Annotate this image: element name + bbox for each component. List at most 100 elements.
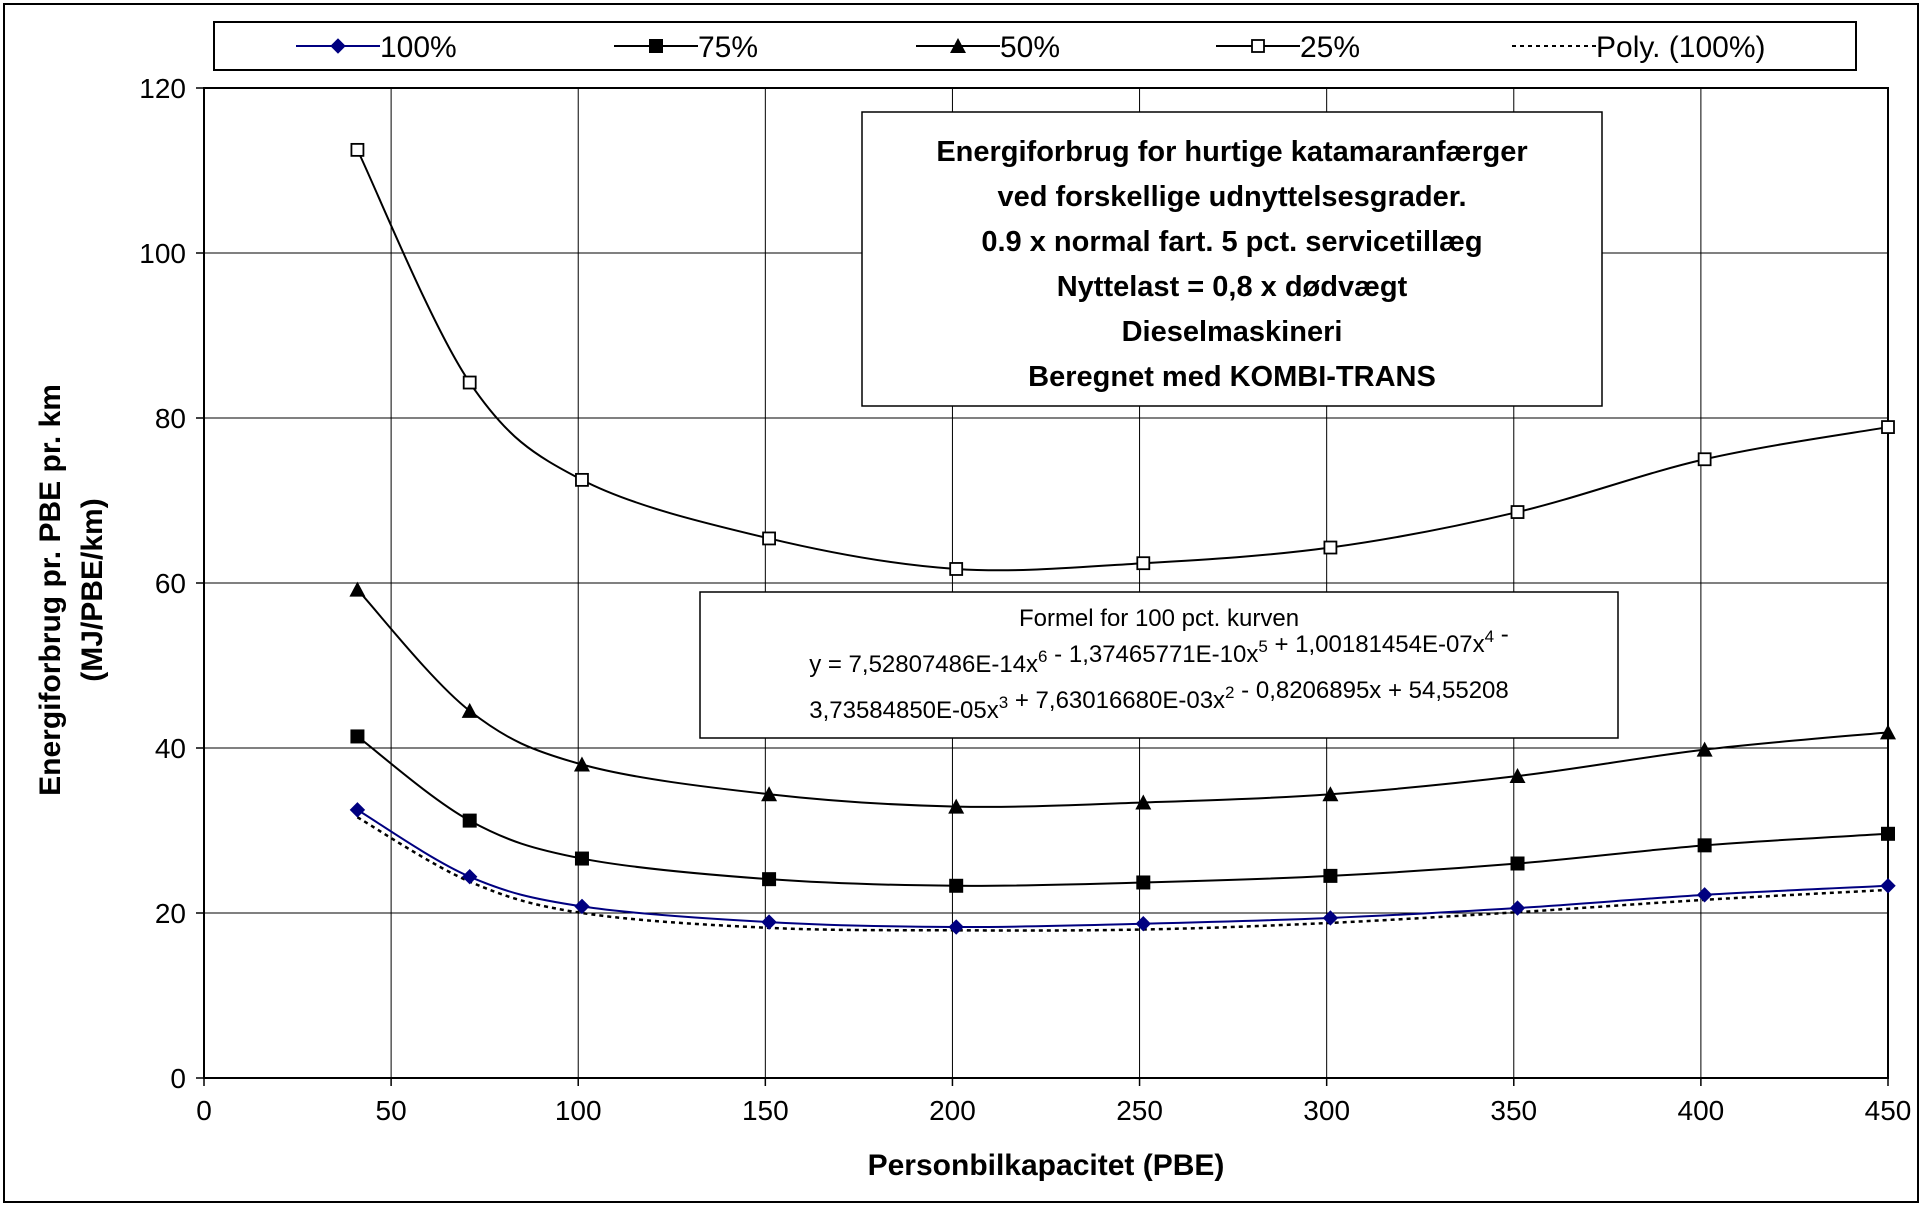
data-point-marker — [1136, 556, 1151, 571]
data-point-marker — [762, 872, 777, 887]
legend-label: 100% — [380, 31, 457, 64]
data-point-marker — [761, 914, 777, 930]
data-point-marker — [1880, 878, 1896, 894]
title-line-3: 0.9 x normal fart. 5 pct. servicetillæg — [981, 226, 1482, 258]
data-point-marker — [1322, 910, 1339, 926]
y-axis-title-line-1: Energiforbrug pr. PBE pr. km — [34, 384, 67, 796]
y-axis-title-line-2: (MJ/PBE/km) — [76, 498, 109, 681]
data-point-marker — [574, 851, 589, 866]
formula-line-2: 3,73584850E-05x3 + 7,63016680E-03x2 - 0,… — [809, 677, 1509, 724]
legend-item: 75% — [614, 31, 758, 64]
series-line — [356, 735, 1889, 887]
legend-label: Poly. (100%) — [1596, 31, 1766, 64]
x-tick-label: 200 — [929, 1095, 976, 1126]
x-tick-label: 0 — [196, 1095, 212, 1126]
title-line-4: Nyttelast = 0,8 x dødvægt — [1057, 271, 1408, 303]
data-point-marker — [1135, 794, 1152, 810]
series-50- — [349, 581, 1896, 814]
title-box: Energiforbrug for hurtige katamaranfærge… — [861, 111, 1603, 407]
x-tick-label: 450 — [1865, 1095, 1912, 1126]
data-point-marker — [948, 798, 965, 814]
data-point-marker — [1322, 786, 1339, 802]
data-point-marker — [1510, 505, 1525, 519]
data-point-marker — [1881, 420, 1895, 434]
data-point-marker — [349, 581, 366, 597]
data-point-marker — [762, 531, 776, 546]
series-75- — [350, 729, 1895, 893]
data-point-marker — [1880, 724, 1896, 740]
series-layer — [349, 142, 1896, 935]
series-poly-100- — [356, 816, 1889, 932]
data-point-marker — [949, 878, 964, 893]
data-point-marker — [574, 898, 590, 915]
x-tick-label: 150 — [742, 1095, 789, 1126]
y-tick-label: 60 — [155, 568, 186, 599]
data-point-marker — [1881, 826, 1895, 841]
data-point-marker — [1509, 768, 1526, 784]
data-point-marker — [349, 802, 366, 818]
data-point-marker — [1323, 868, 1338, 883]
formula-box: Formel for 100 pct. kurven y = 7,5280748… — [699, 591, 1619, 739]
x-axis-ticks: 0 50 100 150 200 250 300 350 400 450 — [196, 1078, 1911, 1126]
legend-swatch-marker — [950, 38, 966, 53]
series-line — [356, 588, 1889, 808]
legend-items: 100% 75% 50% 25% Poly. (100%) — [296, 31, 1766, 64]
x-tick-label: 350 — [1490, 1095, 1537, 1126]
x-tick-label: 400 — [1678, 1095, 1725, 1126]
title-line-5: Dieselmaskineri — [1122, 316, 1343, 348]
x-tick-label: 100 — [555, 1095, 602, 1126]
series-100- — [349, 802, 1896, 935]
data-point-marker — [1697, 452, 1712, 467]
y-tick-label: 100 — [139, 238, 186, 269]
formula-box-border — [699, 591, 1619, 739]
data-point-marker — [948, 919, 964, 935]
legend-label: 75% — [698, 31, 758, 64]
data-point-marker — [461, 702, 478, 718]
x-tick-label: 50 — [376, 1095, 407, 1126]
data-point-marker — [1510, 856, 1525, 871]
data-point-marker — [1135, 916, 1152, 932]
legend-item: 100% — [296, 31, 457, 64]
title-line-6: Beregnet med KOMBI-TRANS — [1028, 361, 1436, 393]
formula-line-1: y = 7,52807486E-14x6 - 1,37465771E-10x5 … — [809, 621, 1509, 678]
y-tick-label: 120 — [139, 73, 186, 104]
legend-swatch-marker — [330, 38, 346, 54]
legend-box — [213, 21, 1857, 71]
series-line — [356, 816, 1889, 932]
legend-item: 50% — [916, 31, 1060, 64]
legend-item: Poly. (100%) — [1512, 31, 1766, 64]
data-point-marker — [575, 472, 589, 487]
data-point-marker — [350, 142, 365, 157]
y-tick-label: 80 — [155, 403, 186, 434]
y-axis-ticks: 0 20 40 60 80 100 120 — [139, 73, 204, 1094]
y-axis-title: Energiforbrug pr. PBE pr. km (MJ/PBE/km) — [34, 384, 109, 796]
legend-item: 25% — [1216, 31, 1360, 64]
data-point-marker — [761, 786, 778, 802]
data-point-marker — [1697, 838, 1712, 853]
title-line-2: ved forskellige udnyttelsesgrader. — [997, 181, 1466, 213]
y-tick-label: 40 — [155, 733, 186, 764]
x-tick-label: 250 — [1116, 1095, 1163, 1126]
legend: 100% 75% 50% 25% Poly. (100%) — [213, 21, 1857, 71]
formula-title: Formel for 100 pct. kurven — [1019, 605, 1299, 632]
title-line-1: Energiforbrug for hurtige katamaranfærge… — [936, 136, 1527, 168]
data-point-marker — [462, 375, 477, 390]
y-tick-label: 20 — [155, 898, 186, 929]
data-point-marker — [461, 868, 478, 885]
y-tick-label: 0 — [170, 1063, 186, 1094]
data-point-marker — [1323, 540, 1338, 555]
legend-swatch-marker — [649, 39, 663, 53]
x-axis-title: Personbilkapacitet (PBE) — [868, 1149, 1225, 1182]
series-line — [356, 809, 1889, 929]
series-25- — [350, 142, 1895, 576]
data-point-marker — [949, 562, 964, 576]
data-point-marker — [1509, 900, 1526, 916]
legend-swatch-marker — [1251, 39, 1265, 53]
data-point-marker — [462, 813, 477, 828]
data-point-marker — [1696, 887, 1713, 903]
data-point-marker — [1696, 741, 1713, 757]
data-point-marker — [350, 729, 365, 744]
series-line — [356, 149, 1889, 572]
data-point-marker — [1136, 875, 1151, 890]
